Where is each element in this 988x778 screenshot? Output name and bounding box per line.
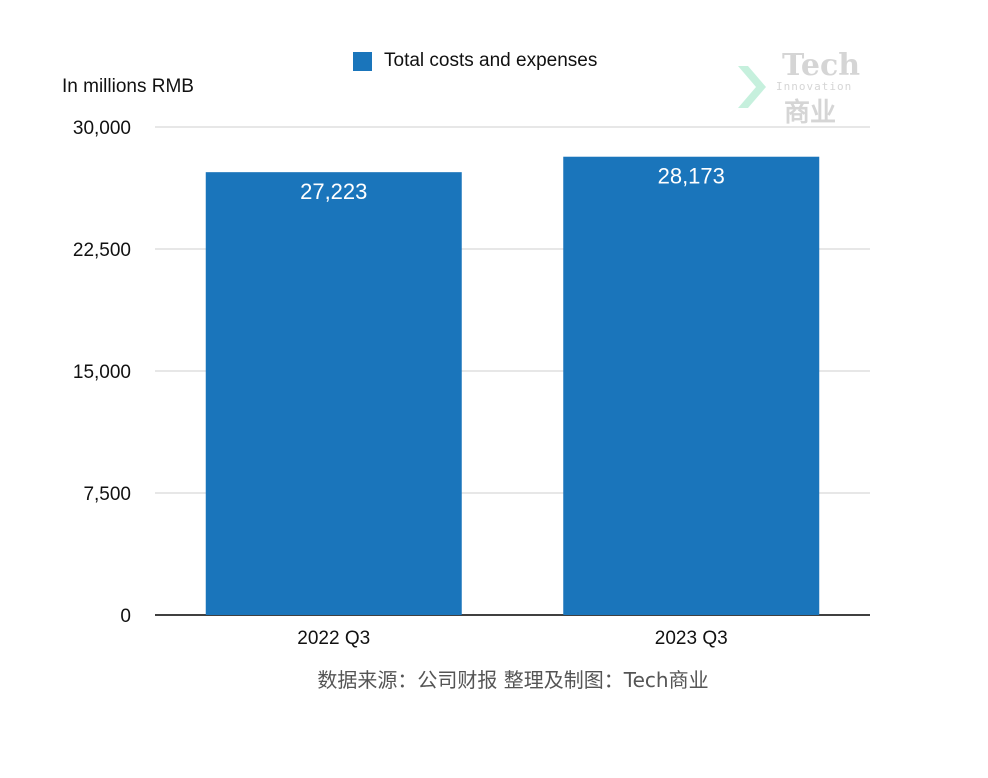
x-tick-label: 2022 Q3	[297, 628, 370, 649]
x-tick-label: 2023 Q3	[655, 628, 728, 649]
watermark-logo: Tech Innovation 商业	[734, 48, 864, 128]
bar	[205, 172, 462, 615]
y-axis-ticks: 0 7,500 15,000 22,500 30,000	[73, 118, 131, 627]
source-caption: 数据来源：公司财报 整理及制图：Tech商业	[317, 668, 709, 692]
watermark-tech: Tech	[782, 48, 861, 83]
bars: 27,223 28,173	[205, 156, 820, 616]
y-tick-label: 0	[120, 606, 131, 627]
y-tick-label: 30,000	[73, 118, 131, 139]
y-tick-label: 22,500	[73, 240, 131, 261]
legend-swatch	[353, 51, 372, 71]
y-axis-unit-label: In millions RMB	[62, 76, 194, 97]
data-label: 28,173	[658, 164, 725, 189]
y-tick-label: 15,000	[73, 362, 131, 383]
y-tick-label: 7,500	[83, 484, 131, 505]
x-axis-ticks: 2022 Q3 2023 Q3	[297, 628, 727, 649]
bar	[563, 156, 820, 616]
legend-label: Total costs and expenses	[384, 50, 598, 71]
data-label: 27,223	[300, 179, 367, 204]
watermark-innovation: Innovation	[776, 80, 853, 93]
watermark-arrow-icon	[738, 66, 766, 108]
legend: Total costs and expenses	[353, 50, 597, 72]
watermark-cn: 商业	[784, 98, 837, 128]
